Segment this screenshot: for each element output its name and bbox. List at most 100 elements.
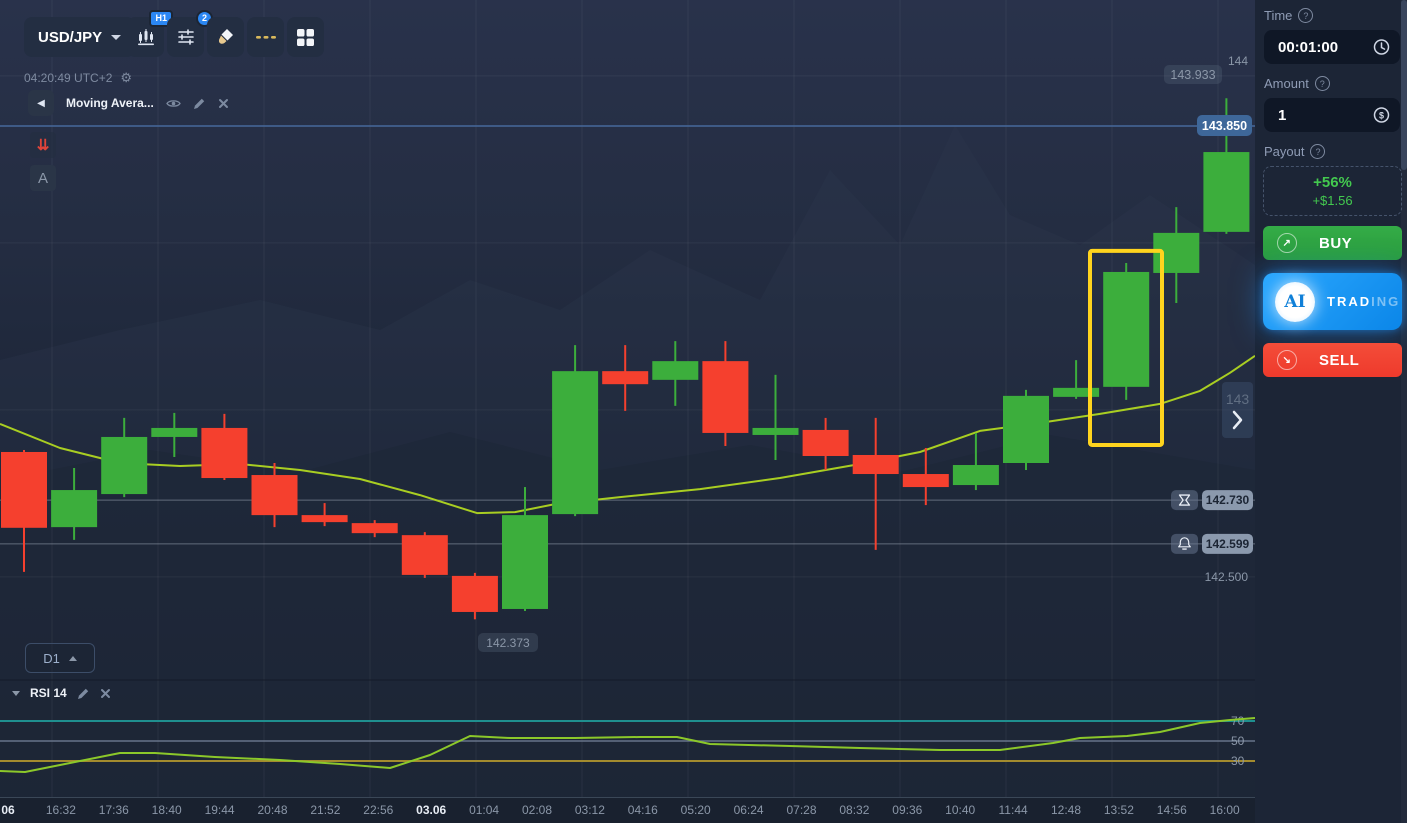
chevron-down-icon[interactable]	[12, 690, 20, 696]
close-icon[interactable]	[100, 688, 111, 699]
dollar-icon[interactable]: $	[1373, 107, 1390, 124]
time-axis-label: 06:24	[733, 803, 764, 817]
jump-latest-panel[interactable]	[1222, 382, 1253, 438]
drawing-tools-button[interactable]	[207, 17, 244, 57]
bell-icon-chip[interactable]	[1171, 533, 1198, 554]
pair-selector[interactable]: USD/JPY	[24, 17, 136, 57]
candle-body	[1, 451, 47, 528]
time-input[interactable]: 00:01:00	[1264, 30, 1400, 64]
time-axis-label: 19:44	[204, 803, 235, 817]
alert-price-badge[interactable]	[1202, 490, 1253, 511]
eye-icon[interactable]	[166, 98, 181, 109]
scrollbar-thumb[interactable]	[1401, 0, 1407, 170]
pair-label: USD/JPY	[38, 28, 103, 46]
line-style-button[interactable]	[247, 17, 284, 57]
candle-body	[802, 429, 849, 456]
close-icon[interactable]	[218, 98, 229, 109]
low-marker-text: 142.373	[486, 636, 530, 650]
hidden-axis-text: 143	[1226, 391, 1250, 407]
mountain-backdrop	[0, 432, 1255, 797]
time-axis-label: 05:20	[680, 803, 711, 817]
arrow-up-right-icon: ↗	[1277, 233, 1297, 253]
help-icon[interactable]: ?	[1314, 76, 1330, 91]
candle-body	[201, 427, 248, 479]
time-axis-label: 06	[1, 803, 15, 817]
gear-icon[interactable]: ⚙	[120, 70, 133, 85]
time-axis-label: 17:36	[98, 803, 129, 817]
time-axis-label: 03:12	[574, 803, 605, 817]
dashes-icon	[255, 36, 276, 39]
time-axis-label: 16:00	[1209, 803, 1240, 817]
rsi-level-label: 50	[1231, 734, 1245, 748]
time-axis-label: 13:52	[1103, 803, 1134, 817]
scrollbar[interactable]	[1401, 0, 1407, 823]
layout-grid-icon	[297, 28, 314, 46]
ai-trading-label: TRADING	[1327, 294, 1401, 309]
pencil-icon[interactable]	[77, 687, 90, 700]
chevron-down-icon	[111, 34, 122, 40]
time-axis-label: 18:40	[151, 803, 182, 817]
oscillator-name: RSI 14	[30, 686, 67, 700]
alert-price-badge[interactable]	[1202, 533, 1253, 554]
layout-button[interactable]	[287, 17, 324, 57]
chart-region[interactable]: 70 50 30 144 142.500 143.933 143.850 142.730 142…	[0, 0, 1255, 823]
trade-panel: Time? 00:01:00 Amount? 1 $ Payout? +56% …	[1255, 0, 1407, 823]
timeframe-selector[interactable]: D1	[25, 643, 95, 673]
scale-arrows-icon[interactable]: ⇊	[30, 132, 56, 158]
time-axis[interactable]: 06 16:32 17:36 18:40 19:44 20:48 21:52 22:56 03.…	[0, 797, 1255, 823]
session-high-badge	[1164, 65, 1222, 84]
sell-button[interactable]: ↘ SELL	[1263, 343, 1402, 377]
clock-icon[interactable]	[1373, 39, 1390, 56]
sell-label: SELL	[1319, 351, 1360, 369]
hourglass-icon-chip[interactable]	[1171, 490, 1198, 511]
chevron-right-icon[interactable]	[1232, 410, 1243, 430]
help-icon[interactable]: ?	[1298, 8, 1314, 23]
amount-input[interactable]: 1 $	[1264, 98, 1400, 132]
rsi-level-label: 70	[1231, 714, 1245, 728]
candle-body	[952, 465, 999, 486]
ai-trading-button[interactable]: AI TRADING	[1263, 273, 1402, 330]
ai-logo: AI	[1275, 281, 1315, 322]
buy-button[interactable]: ↗ BUY	[1263, 226, 1402, 260]
session-high-text: 143.933	[1170, 68, 1215, 82]
arrow-down-right-icon: ↘	[1277, 350, 1297, 370]
candle-body	[151, 427, 198, 437]
time-axis-label: 12:48	[1050, 803, 1082, 817]
indicators-button[interactable]: 2	[167, 10, 213, 57]
candlestick-chart-icon	[137, 29, 154, 46]
payout-percent: +56%	[1313, 174, 1352, 191]
candle-body	[652, 361, 699, 380]
candle-body	[502, 515, 548, 609]
candle-body	[1053, 387, 1100, 397]
buy-label: BUY	[1319, 234, 1353, 252]
alert-price-text: 142.599	[1206, 537, 1250, 551]
time-axis-label: 03.06	[416, 803, 447, 817]
current-price-text: 143.850	[1202, 119, 1247, 133]
candlestick-chart[interactable]: 70 50 30 144 142.500 143.933 143.850 142.730 142…	[0, 0, 1255, 797]
rsi-line	[0, 717, 1255, 773]
auto-text-icon[interactable]: A	[30, 165, 56, 191]
payout-box: +56% +$1.56	[1263, 166, 1402, 216]
candle-body	[101, 436, 148, 495]
help-icon[interactable]: ?	[1310, 144, 1326, 159]
signal-highlight-box	[1088, 248, 1164, 447]
candle-body	[251, 475, 298, 516]
svg-text:$: $	[1379, 110, 1384, 120]
time-label: Time	[1264, 8, 1293, 23]
candle-body	[401, 535, 448, 575]
payout-label: Payout	[1264, 144, 1305, 159]
candle-body	[552, 371, 599, 515]
time-axis-label: 08:32	[839, 803, 870, 817]
collapse-indicator-button[interactable]: ◀	[28, 90, 54, 116]
candle-body	[602, 371, 649, 385]
pencil-icon[interactable]	[193, 97, 206, 110]
low-marker-badge	[478, 633, 538, 652]
time-axis-label: 21:52	[310, 803, 341, 817]
chart-type-button[interactable]: H1	[127, 10, 173, 57]
candle-body	[451, 575, 498, 612]
price-axis-label: 144	[1228, 54, 1248, 68]
time-axis-label: 22:56	[363, 803, 394, 817]
candle-body	[1103, 271, 1150, 387]
time-value: 00:01:00	[1278, 38, 1339, 56]
